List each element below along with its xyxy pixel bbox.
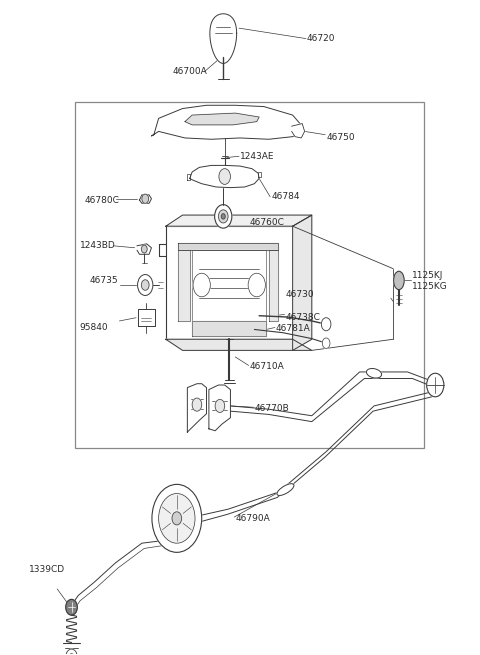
Circle shape (219, 169, 230, 184)
Text: 46738C: 46738C (286, 312, 320, 322)
Polygon shape (210, 14, 237, 64)
Polygon shape (192, 250, 266, 321)
Circle shape (69, 654, 74, 655)
Text: 46770B: 46770B (254, 404, 289, 413)
Text: 46735: 46735 (89, 276, 118, 285)
Polygon shape (166, 226, 293, 339)
Circle shape (192, 398, 202, 411)
Circle shape (193, 273, 210, 297)
Circle shape (323, 338, 330, 348)
Circle shape (66, 599, 77, 615)
Ellipse shape (277, 483, 294, 495)
Text: 95840: 95840 (80, 323, 108, 332)
Text: 46781A: 46781A (276, 324, 311, 333)
Circle shape (138, 274, 153, 295)
Polygon shape (166, 339, 312, 350)
Text: 46730: 46730 (286, 290, 314, 299)
Ellipse shape (394, 271, 404, 290)
Text: 46750: 46750 (326, 134, 355, 142)
Circle shape (215, 400, 225, 413)
Text: 46700A: 46700A (173, 67, 208, 77)
Circle shape (66, 649, 77, 655)
Polygon shape (138, 309, 155, 326)
Text: 1243BD: 1243BD (80, 241, 115, 250)
Circle shape (427, 373, 444, 397)
Circle shape (172, 512, 181, 525)
Polygon shape (209, 385, 230, 431)
Circle shape (142, 280, 149, 290)
Bar (75, 102, 424, 449)
Polygon shape (190, 166, 259, 187)
Text: 46790A: 46790A (235, 514, 270, 523)
Polygon shape (258, 172, 261, 177)
Text: 46784: 46784 (271, 193, 300, 201)
Polygon shape (269, 250, 278, 321)
Circle shape (248, 273, 265, 297)
Circle shape (152, 484, 202, 552)
Text: 1125KG: 1125KG (412, 282, 448, 291)
Polygon shape (185, 113, 259, 125)
Text: 1339CD: 1339CD (29, 565, 66, 574)
Text: 46710A: 46710A (250, 362, 284, 371)
Polygon shape (137, 244, 152, 254)
Polygon shape (140, 195, 152, 203)
Polygon shape (178, 250, 190, 321)
Text: 46760C: 46760C (250, 218, 285, 227)
Text: 1243AE: 1243AE (240, 152, 275, 160)
Polygon shape (187, 174, 190, 179)
Polygon shape (178, 242, 278, 250)
Polygon shape (293, 215, 312, 350)
Polygon shape (166, 215, 312, 226)
Ellipse shape (366, 369, 382, 378)
Text: 46720: 46720 (307, 34, 336, 43)
Circle shape (221, 214, 225, 219)
Polygon shape (292, 124, 305, 138)
Circle shape (215, 204, 232, 228)
Circle shape (158, 493, 195, 543)
Polygon shape (192, 321, 266, 336)
Polygon shape (152, 105, 302, 140)
Circle shape (142, 194, 149, 203)
Text: 1125KJ: 1125KJ (412, 271, 444, 280)
Circle shape (218, 210, 228, 223)
Circle shape (322, 318, 331, 331)
Polygon shape (187, 384, 206, 432)
Circle shape (142, 245, 147, 253)
Text: 46780C: 46780C (84, 196, 120, 204)
